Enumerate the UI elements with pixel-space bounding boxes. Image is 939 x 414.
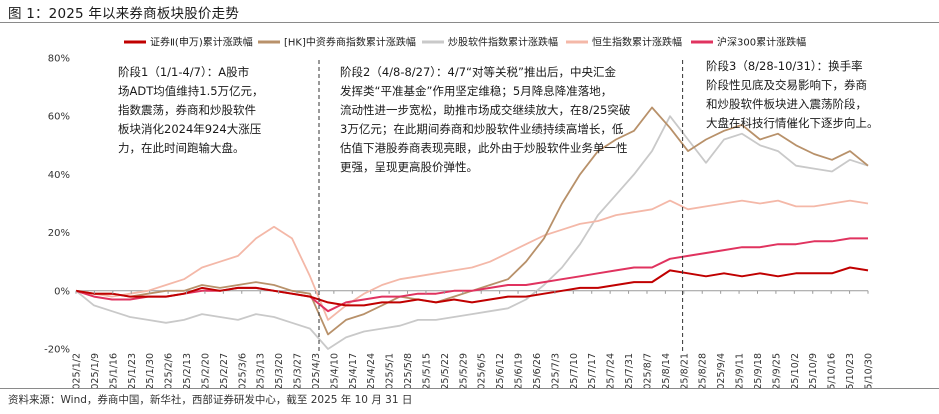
x-tick-label: 2025/1/23 xyxy=(127,353,138,388)
x-tick-label: 2025/6/5 xyxy=(477,353,488,388)
top-rule xyxy=(0,22,939,23)
series-lines xyxy=(75,106,869,350)
x-tick-label: 2025/4/3 xyxy=(311,353,322,388)
x-tick-label: 2025/9/25 xyxy=(771,353,782,388)
x-tick-label: 2025/9/11 xyxy=(735,353,746,388)
x-tick-label: 2025/5/1 xyxy=(385,353,396,388)
phase-note-2-line: 阶段2（4/8-8/27）：4/7“对等关税”推出后，中央汇金 xyxy=(340,65,616,79)
x-tick-label: 2025/8/28 xyxy=(698,353,709,388)
x-tick-label: 2025/4/17 xyxy=(348,353,359,388)
y-tick-label: 20% xyxy=(48,228,70,239)
phase-note-1-line: 场ADT均值维持1.5万亿元， xyxy=(118,84,264,98)
x-tick-label: 2025/6/19 xyxy=(514,353,525,388)
x-tick-label: 2025/3/27 xyxy=(293,353,304,388)
x-tick-label: 2025/10/16 xyxy=(827,353,838,388)
x-tick-label: 2025/1/9 xyxy=(90,353,101,388)
figure-title: 图 1：2025 年以来券商板块股价走势 xyxy=(8,6,240,22)
x-tick-label: 2025/10/30 xyxy=(864,353,875,388)
legend: 证券Ⅱ(申万)累计涨跌幅 [HK]中资券商指数累计涨跌幅 炒股软件指数累计涨跌幅 恒生… xyxy=(124,36,806,49)
phase-note-3-line: 大盘在科技行情催化下逐步向上。 xyxy=(706,116,879,130)
x-tick-label: 2025/6/26 xyxy=(532,353,543,388)
y-tick-label: 60% xyxy=(48,112,70,123)
phase-note-1-line: 力，在此时间跑输大盘。 xyxy=(118,141,245,155)
x-tick-label: 2025/7/24 xyxy=(606,353,617,388)
legend-label-hang_seng: 恒生指数累计涨跌幅 xyxy=(592,36,682,49)
x-tick-label: 2025/9/4 xyxy=(716,353,727,388)
legend-label-csi300: 沪深300累计涨跌幅 xyxy=(717,36,806,49)
x-tick-label: 2025/4/24 xyxy=(366,353,377,388)
phase-note-1-line: 阶段1（1/1-4/7）：A股市 xyxy=(118,65,249,79)
x-tick-label: 2025/1/16 xyxy=(108,353,119,388)
x-axis: 2025/1/2 2025/1/9 2025/1/16 2025/1/23 2025/1… xyxy=(72,290,875,388)
x-tick-label: 2025/5/15 xyxy=(422,353,433,388)
x-tick-label: 2025/5/29 xyxy=(458,353,469,388)
bottom-rule xyxy=(0,388,939,389)
legend-label-hk_securities: [HK]中资券商指数累计涨跌幅 xyxy=(284,36,416,49)
x-tick-label: 2025/7/10 xyxy=(569,353,580,388)
x-tick-label: 2025/9/18 xyxy=(753,353,764,388)
y-tick-label: -20% xyxy=(44,345,70,356)
y-axis: -20% 0% 20% 40% 60% 80% xyxy=(44,54,70,356)
x-tick-label: 2025/6/12 xyxy=(495,353,506,388)
phase-note-1-line: 指数震荡，券商和炒股软件 xyxy=(118,103,256,117)
x-tick-label: 2025/5/8 xyxy=(403,353,414,388)
x-tick-label: 2025/2/13 xyxy=(182,353,193,388)
x-tick-label: 2025/10/9 xyxy=(808,353,819,388)
phase-note-2-line: 3万亿元；在此期间券商和炒股软件业绩持续高增长，低 xyxy=(340,122,624,136)
y-tick-label: 80% xyxy=(48,54,70,65)
y-tick-label: 0% xyxy=(54,286,70,297)
series-line-finstock_software xyxy=(75,115,869,350)
series-line-csi300 xyxy=(75,237,868,313)
phase-note-2-line: 发挥类“平准基金”作用坚定维稳；5月降息降准落地， xyxy=(340,84,612,98)
legend-label-securities: 证券Ⅱ(申万)累计涨跌幅 xyxy=(150,36,253,49)
phase-note-3-line: 阶段性见底及交易影响下，券商 xyxy=(706,78,867,92)
x-tick-label: 2025/2/27 xyxy=(219,353,230,388)
x-tick-label: 2025/7/3 xyxy=(550,353,561,388)
x-tick-label: 2025/3/13 xyxy=(256,353,267,388)
x-tick-label: 2025/10/23 xyxy=(845,353,856,388)
x-tick-label: 2025/8/14 xyxy=(661,353,672,388)
x-tick-label: 2025/10/2 xyxy=(790,353,801,388)
phase-note-2-line: 更强，呈现更高股价弹性。 xyxy=(340,160,478,174)
source-note: 资料来源：Wind，券商中国，新华社，西部证券研发中心，截至 2025 年 10… xyxy=(8,394,413,406)
y-tick-label: 40% xyxy=(48,170,70,181)
x-tick-label: 2025/7/31 xyxy=(624,353,635,388)
phase-note-2-line: 估值下港股券商表现亮眼，此外由于炒股软件业务单一性 xyxy=(340,141,628,155)
chart: 证券Ⅱ(申万)累计涨跌幅 [HK]中资券商指数累计涨跌幅 炒股软件指数累计涨跌幅 恒生… xyxy=(44,36,879,389)
x-tick-label: 2025/2/6 xyxy=(164,353,175,388)
x-tick-label: 2025/3/20 xyxy=(274,353,285,388)
series-line-securities xyxy=(75,266,869,307)
x-tick-label: 2025/3/6 xyxy=(237,353,248,388)
series-line-hang_seng xyxy=(75,199,869,321)
x-tick-label: 2025/5/22 xyxy=(440,353,451,388)
x-tick-label: 2025/7/17 xyxy=(587,353,598,388)
x-tick-label: 2025/1/2 xyxy=(72,353,83,388)
x-tick-label: 2025/4/10 xyxy=(329,353,340,388)
x-tick-label: 2025/8/7 xyxy=(643,353,654,388)
x-tick-label: 2025/8/21 xyxy=(679,353,690,388)
x-tick-label: 2025/2/20 xyxy=(200,353,211,388)
phase-note-1-line: 板块消化2024年924大涨压 xyxy=(118,122,261,136)
legend-label-finstock_software: 炒股软件指数累计涨跌幅 xyxy=(448,36,558,49)
phase-note-2-line: 流动性进一步宽松，助推市场成交继续放大，在8/25突破 xyxy=(340,103,631,117)
x-tick-label: 2025/1/30 xyxy=(145,353,156,388)
phase-note-3-line: 阶段3（8/28-10/31）：换手率 xyxy=(706,59,863,73)
phase-note-3-line: 和炒股软件板块进入震荡阶段， xyxy=(706,97,867,111)
